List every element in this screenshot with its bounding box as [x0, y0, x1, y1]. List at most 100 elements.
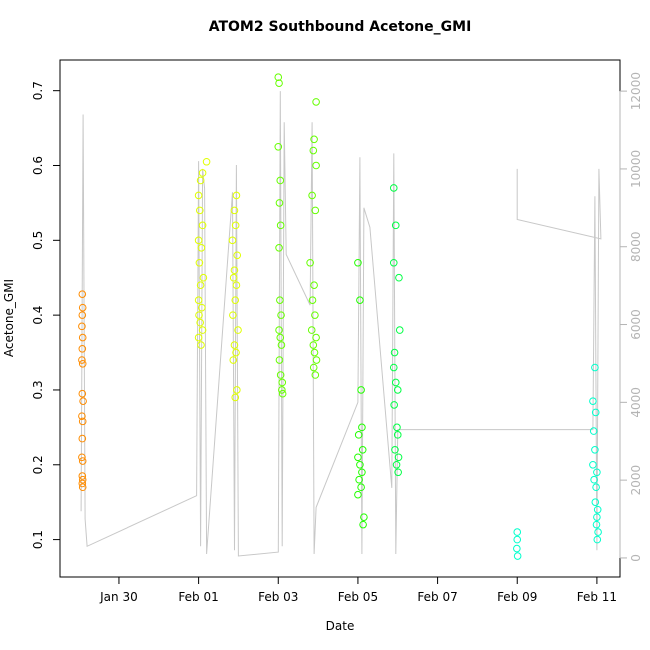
point [513, 544, 521, 553]
point [393, 386, 402, 394]
point [202, 157, 211, 166]
point [310, 135, 318, 144]
y-tick-label: 0.2 [31, 455, 45, 474]
point [307, 326, 316, 334]
point [394, 453, 403, 462]
point [275, 79, 283, 87]
point [593, 505, 602, 514]
point [195, 258, 204, 267]
point [589, 397, 597, 405]
point [592, 520, 601, 529]
x-tick-label: Feb 01 [178, 590, 218, 604]
y-tick-label: 0.7 [31, 81, 45, 100]
point [356, 460, 364, 469]
chart-title: ATOM2 Southbound Acetone_GMI [209, 19, 472, 35]
point [231, 296, 240, 304]
point [194, 333, 203, 342]
point [197, 303, 206, 312]
point [231, 221, 240, 230]
point [233, 251, 242, 260]
point [78, 472, 87, 480]
point [229, 273, 238, 282]
y-tick-label: 0.6 [31, 156, 45, 175]
y-tick-label: 0.3 [31, 380, 45, 399]
point [78, 417, 87, 426]
point [308, 191, 316, 200]
point [198, 326, 207, 334]
point [590, 475, 598, 484]
point [274, 142, 283, 151]
point [78, 290, 87, 298]
point [78, 475, 87, 484]
point [78, 479, 87, 488]
x-axis-label: Date [326, 619, 355, 633]
point [392, 460, 401, 469]
point [358, 446, 367, 454]
point [390, 348, 399, 357]
point [312, 356, 321, 364]
point [389, 363, 398, 372]
point [355, 475, 363, 484]
point [513, 552, 522, 560]
point [78, 322, 86, 331]
point [277, 341, 286, 349]
point [359, 520, 367, 529]
point [310, 348, 319, 357]
point [357, 483, 365, 492]
point [229, 311, 237, 319]
y-tick-label: 0.5 [31, 231, 45, 250]
point [79, 397, 87, 405]
point [230, 341, 239, 349]
point [594, 528, 602, 536]
point [276, 333, 285, 342]
point [230, 266, 239, 275]
point [78, 457, 87, 465]
point [591, 363, 599, 372]
point [78, 303, 87, 312]
y-tick-label: 0.1 [31, 530, 45, 549]
point [513, 528, 522, 536]
point [228, 236, 237, 245]
point [391, 221, 400, 230]
point [593, 468, 601, 477]
point [197, 341, 205, 349]
point [513, 535, 522, 544]
y2-tick-label: 8000 [629, 231, 643, 262]
point [276, 221, 285, 230]
point [393, 423, 401, 432]
point [306, 258, 314, 267]
point [312, 98, 320, 106]
point [199, 273, 208, 282]
point [78, 356, 86, 364]
point [309, 341, 318, 349]
point [394, 468, 402, 477]
point [196, 176, 205, 185]
y2-tick-label: 0 [629, 554, 643, 562]
point [311, 206, 320, 215]
x-tick-label: Feb 09 [497, 590, 537, 604]
point [278, 378, 287, 387]
point [78, 333, 87, 342]
x-tick-label: Feb 07 [417, 590, 457, 604]
y2-tick-label: 12000 [629, 72, 643, 110]
point [309, 363, 318, 372]
point [275, 243, 283, 252]
point [278, 386, 286, 394]
point [389, 184, 398, 192]
point [229, 356, 238, 364]
point [275, 326, 283, 334]
point [310, 281, 318, 290]
point [196, 206, 204, 215]
point [357, 386, 365, 394]
point [78, 359, 87, 368]
point [589, 427, 598, 435]
point [198, 221, 207, 230]
point [275, 356, 284, 364]
point [233, 386, 241, 394]
point [78, 389, 87, 398]
point [393, 431, 402, 439]
point [196, 318, 204, 327]
x-tick-label: Feb 05 [338, 590, 378, 604]
y2-tick-label: 6000 [629, 309, 643, 340]
